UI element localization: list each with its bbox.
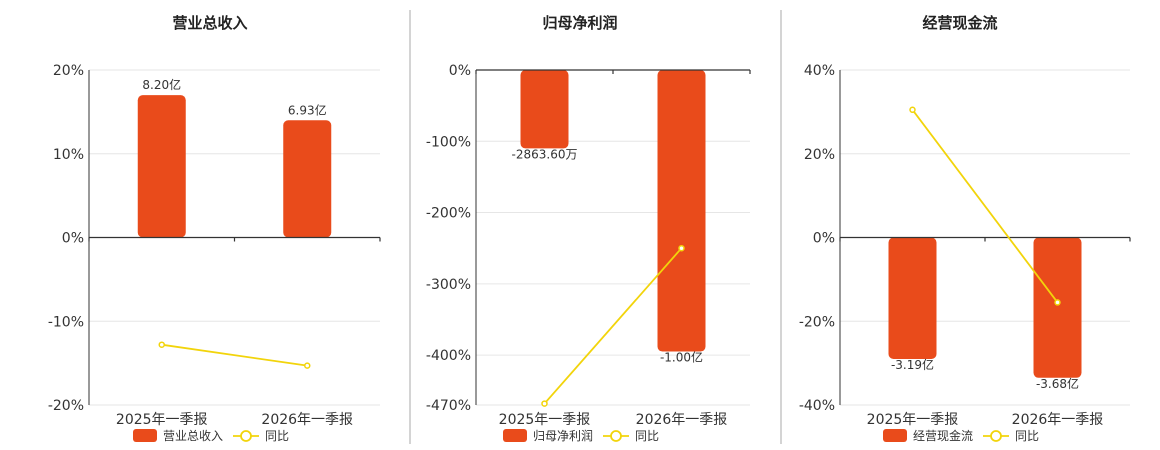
legend-bar-swatch (133, 429, 157, 442)
legend-bar-label: 归母净利润 (533, 429, 593, 443)
bar (657, 70, 706, 352)
x-tick-label: 2026年一季报 (636, 412, 728, 428)
legend-bar-label: 营业总收入 (163, 429, 223, 443)
x-tick-label: 2026年一季报 (1012, 412, 1104, 428)
bar-data-label: -2863.60万 (512, 147, 578, 161)
y-tick-label: 0% (62, 231, 84, 247)
y-tick-label: -20% (799, 314, 835, 330)
legend-line-label: 同比 (1015, 429, 1039, 443)
bar-data-label: -3.19亿 (891, 357, 934, 372)
yoy-point (304, 362, 311, 369)
bar (283, 120, 332, 238)
chart-title: 归母净利润 (542, 14, 617, 32)
x-tick-label: 2026年一季报 (261, 412, 353, 428)
legend-line-label: 同比 (635, 429, 659, 443)
legend-bar-swatch (883, 429, 907, 442)
legend-line-marker (990, 430, 1002, 442)
x-tick-label: 2025年一季报 (116, 412, 208, 428)
bar (520, 70, 569, 149)
yoy-point (1054, 299, 1061, 306)
y-tick-label: -300% (426, 277, 471, 293)
legend-bar-label: 经营现金流 (913, 428, 973, 443)
bar-data-label: -3.68亿 (1036, 376, 1079, 391)
yoy-point (158, 341, 165, 348)
x-tick-label: 2025年一季报 (499, 412, 591, 428)
y-tick-label: -100% (426, 134, 471, 150)
chart-panel-2: 归母净利润 0% -100% -200% -300% -400% -470% -2863.60… (426, 14, 751, 443)
y-tick-label: 10% (53, 147, 84, 163)
yoy-point (909, 106, 916, 114)
bar-data-label: -1.00亿 (660, 350, 703, 365)
y-tick-label: -10% (48, 314, 84, 330)
yoy-point (541, 400, 548, 407)
y-tick-label: 0% (449, 63, 471, 79)
chart-title: 经营现金流 (922, 14, 997, 32)
chart-panel-3: 经营现金流 40% 20% 0% -20% -40% -3.19亿 -3.68亿 2025年一季… (799, 14, 1131, 443)
yoy-line (161, 343, 308, 367)
x-tick-label: 2025年一季报 (867, 412, 959, 428)
yoy-point (678, 244, 685, 252)
y-tick-label: -20% (48, 398, 84, 414)
legend-line-label: 同比 (265, 429, 289, 443)
y-tick-label: -470% (426, 398, 471, 414)
yoy-line (543, 247, 683, 405)
legend-line-marker (240, 430, 252, 442)
chart-title: 营业总收入 (172, 14, 247, 32)
legend-line-marker (610, 430, 622, 442)
y-tick-label: -200% (426, 206, 471, 222)
legend-bar-swatch (503, 429, 527, 442)
y-tick-label: 20% (53, 63, 84, 79)
y-tick-label: -400% (426, 348, 471, 364)
bar (137, 95, 186, 238)
bar (1033, 237, 1082, 378)
chart-panel-1: 营业总收入 20% 10% 0% -10% -20% 8.20亿 6.93亿 2025年一季报 2… (48, 14, 381, 443)
y-tick-label: 40% (804, 63, 835, 79)
y-tick-label: 0% (813, 231, 835, 247)
y-tick-label: 20% (804, 147, 835, 163)
bar (888, 237, 937, 359)
yoy-line (911, 109, 1059, 303)
bar-data-label: 8.20亿 (142, 77, 181, 92)
bar-data-label: 6.93亿 (288, 102, 327, 117)
y-tick-label: -40% (799, 398, 835, 414)
